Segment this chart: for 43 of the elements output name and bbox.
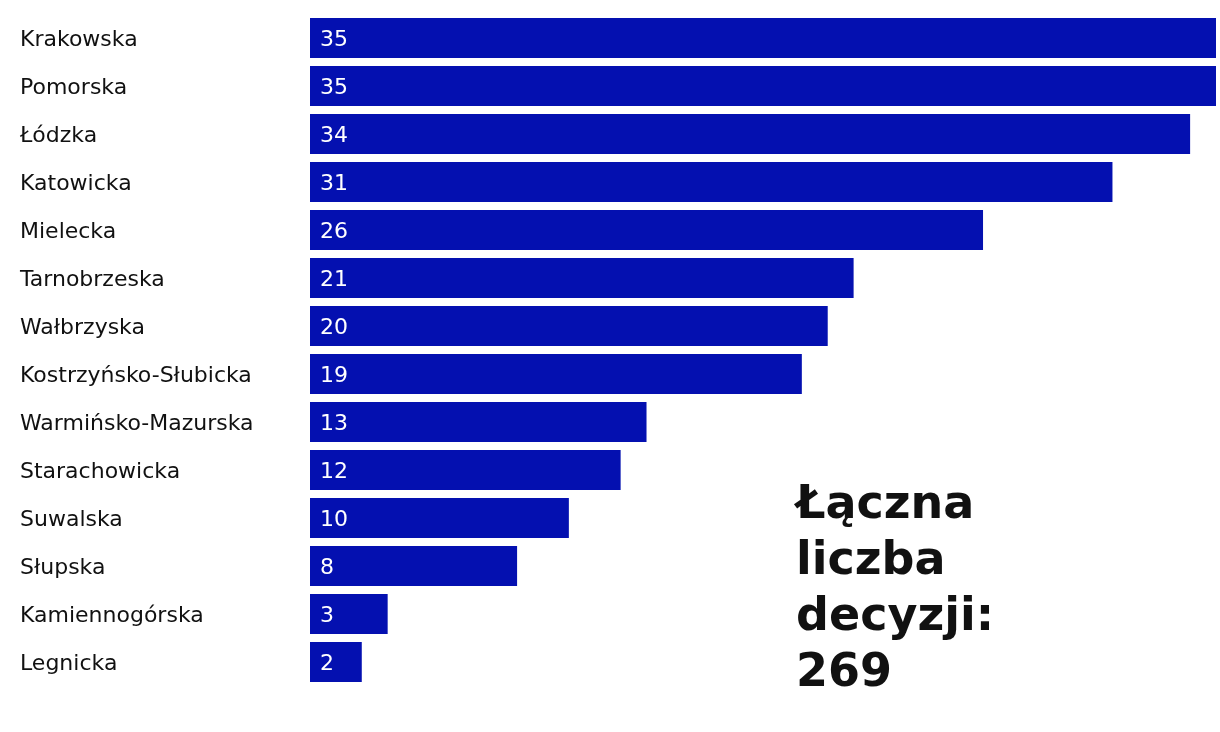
bar [310,402,647,442]
data-label: 35 [320,25,348,51]
y-tick-label: Słupska [20,553,106,579]
bar [310,354,802,394]
bar [310,306,828,346]
y-tick-label: Wałbrzyska [20,313,145,339]
y-tick-label: Pomorska [20,73,128,99]
bar [310,162,1113,202]
y-tick-label: Mielecka [20,217,117,243]
y-tick-label: Kamiennogórska [20,601,204,627]
bar [310,66,1216,106]
data-label: 3 [320,601,334,627]
data-label: 2 [320,649,334,675]
data-label: 26 [320,217,348,243]
data-label: 8 [320,553,334,579]
data-label: 21 [320,265,348,291]
bar [310,498,569,538]
bar [310,546,518,586]
bar [310,594,388,634]
data-label: 35 [320,73,348,99]
data-label: 20 [320,313,348,339]
data-label: 12 [320,457,348,483]
data-label: 13 [320,409,348,435]
y-tick-label: Tarnobrzeska [19,265,165,291]
y-tick-label: Krakowska [20,25,138,51]
data-label: 34 [320,121,348,147]
annotation: Łączna liczba decyzji: 269 [793,475,995,697]
y-tick-label: Kostrzyńsko-Słubicka [20,361,252,387]
bar [310,642,362,682]
y-tick-label: Łódzka [19,121,98,147]
y-tick-label: Legnicka [20,649,118,675]
data-label: 31 [320,169,348,195]
y-tick-label: Katowicka [20,169,132,195]
bar [310,450,621,490]
bar [310,18,1216,58]
y-tick-label: Suwalska [20,505,123,531]
bar [310,258,854,298]
bar [310,210,984,250]
y-tick-label: Warmińsko-Mazurska [20,409,254,435]
y-tick-label: Starachowicka [20,457,181,483]
bar [310,114,1191,154]
data-label: 10 [320,505,348,531]
data-label: 19 [320,361,348,387]
